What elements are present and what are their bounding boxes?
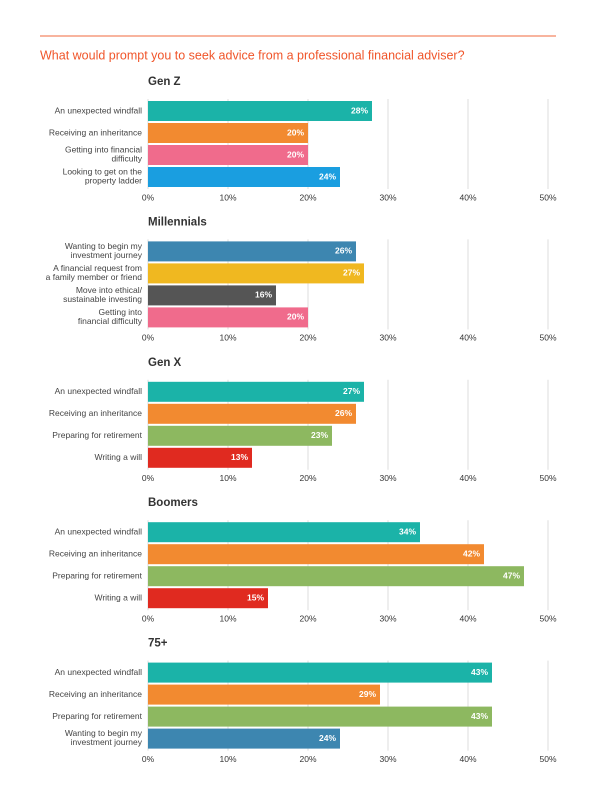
x-tick-label: 20%: [299, 473, 316, 483]
bar: [148, 728, 340, 749]
category-label: Writing a will: [94, 592, 142, 602]
x-tick-label: 40%: [459, 333, 476, 343]
panel-title: Boomers: [148, 497, 198, 509]
bar: [148, 167, 340, 187]
category-label: Preparing for retirement: [52, 570, 142, 580]
x-tick-label: 0%: [142, 754, 155, 764]
value-label: 20%: [287, 312, 304, 322]
category-label: Getting into financial difficulty: [65, 145, 143, 164]
x-tick-label: 0%: [142, 613, 155, 623]
bar: [148, 101, 372, 121]
x-tick-label: 50%: [539, 613, 556, 623]
bar: [148, 403, 356, 424]
category-label: An unexpected windfall: [55, 105, 143, 115]
x-tick-label: 20%: [299, 754, 316, 764]
category-label: Getting into financial difficulty: [78, 307, 143, 326]
x-tick-label: 10%: [219, 754, 236, 764]
panel-title: Gen X: [148, 357, 182, 369]
value-label: 20%: [287, 149, 304, 159]
bar: [148, 307, 308, 328]
x-tick-label: 20%: [299, 613, 316, 623]
value-label: 16%: [255, 290, 272, 300]
category-label: Wanting to begin my investment journey: [65, 728, 143, 747]
x-tick-label: 40%: [459, 754, 476, 764]
bar: [148, 544, 484, 565]
value-label: 26%: [335, 408, 352, 418]
bar: [148, 263, 364, 284]
value-label: 29%: [359, 689, 376, 699]
value-label: 27%: [343, 268, 360, 278]
bar: [148, 425, 332, 446]
value-label: 28%: [351, 105, 368, 115]
value-label: 43%: [471, 711, 488, 721]
x-tick-label: 50%: [539, 333, 556, 343]
x-tick-label: 30%: [379, 192, 396, 202]
panel-title: Millennials: [148, 216, 207, 228]
bar: [148, 285, 276, 306]
value-label: 43%: [471, 667, 488, 677]
value-label: 23%: [311, 430, 328, 440]
x-tick-label: 50%: [539, 754, 556, 764]
x-tick-label: 0%: [142, 192, 155, 202]
bar: [148, 381, 364, 402]
x-tick-label: 10%: [219, 473, 236, 483]
bar: [148, 588, 268, 609]
value-label: 34%: [399, 526, 416, 536]
value-label: 15%: [247, 592, 264, 602]
x-tick-label: 40%: [459, 613, 476, 623]
x-tick-label: 40%: [459, 473, 476, 483]
value-label: 24%: [319, 733, 336, 743]
category-label: Writing a will: [94, 452, 142, 462]
value-label: 24%: [319, 171, 336, 181]
category-label: Wanting to begin my investment journey: [65, 241, 143, 260]
x-tick-label: 50%: [539, 473, 556, 483]
value-label: 42%: [463, 548, 480, 558]
x-tick-label: 30%: [379, 613, 396, 623]
category-label: Move into ethical/sustainable investing: [63, 285, 143, 304]
category-label: Looking to get on the property ladder: [63, 167, 143, 186]
bar: [148, 123, 308, 143]
x-tick-label: 20%: [299, 192, 316, 202]
x-tick-label: 50%: [539, 192, 556, 202]
value-label: 13%: [231, 452, 248, 462]
category-label: Receiving an inheritance: [49, 408, 142, 418]
x-tick-label: 10%: [219, 333, 236, 343]
value-label: 26%: [335, 246, 352, 256]
category-label: Receiving an inheritance: [49, 548, 142, 558]
value-label: 47%: [503, 570, 520, 580]
panel-title: Gen Z: [148, 76, 181, 88]
x-tick-label: 30%: [379, 333, 396, 343]
bar: [148, 241, 356, 262]
x-tick-label: 0%: [142, 333, 155, 343]
x-tick-label: 40%: [459, 192, 476, 202]
page-title: What would prompt you to seek advice fro…: [40, 48, 465, 62]
x-tick-label: 10%: [219, 192, 236, 202]
category-label: Preparing for retirement: [52, 430, 142, 440]
category-label: An unexpected windfall: [55, 526, 143, 536]
panel-title: 75+: [148, 638, 168, 650]
value-label: 27%: [343, 386, 360, 396]
category-label: Receiving an inheritance: [49, 127, 142, 137]
category-label: An unexpected windfall: [55, 667, 143, 677]
category-label: A financial request from a family member …: [46, 263, 143, 282]
x-tick-label: 30%: [379, 754, 396, 764]
bar: [148, 145, 308, 165]
bar: [148, 447, 252, 468]
x-tick-label: 30%: [379, 473, 396, 483]
x-tick-label: 10%: [219, 613, 236, 623]
x-tick-label: 0%: [142, 473, 155, 483]
bar: [148, 706, 492, 727]
bar: [148, 662, 492, 683]
category-label: Preparing for retirement: [52, 711, 142, 721]
value-label: 20%: [287, 127, 304, 137]
bar: [148, 684, 380, 705]
category-label: Receiving an inheritance: [49, 689, 142, 699]
category-label: An unexpected windfall: [55, 386, 143, 396]
bar: [148, 522, 420, 543]
bar: [148, 566, 524, 587]
x-tick-label: 20%: [299, 333, 316, 343]
